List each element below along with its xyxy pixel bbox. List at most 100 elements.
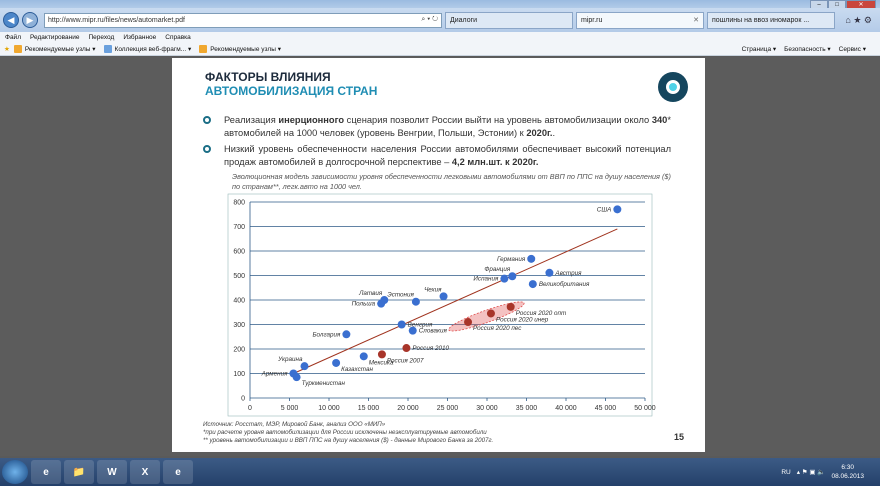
taskbar-explorer[interactable]: 📁 bbox=[64, 460, 94, 484]
x-tick-label: 15 000 bbox=[358, 405, 380, 412]
page-icon bbox=[13, 45, 22, 53]
point-label: Россия 2010 bbox=[412, 345, 449, 352]
y-tick-label: 200 bbox=[233, 347, 245, 354]
company-logo bbox=[658, 72, 688, 102]
data-point bbox=[508, 272, 517, 281]
x-tick-label: 45 000 bbox=[595, 405, 617, 412]
clock[interactable]: 6:30 08.06.2013 bbox=[831, 464, 864, 480]
point-label: Австрия bbox=[554, 270, 582, 277]
point-label: Германия bbox=[497, 256, 526, 263]
favorites-star-icon[interactable]: ★ bbox=[4, 46, 10, 53]
footnote-2: ** уровень автомобилизации и ВВП ППС на … bbox=[203, 437, 494, 444]
taskbar: e 📁 W X e RU ▴ ⚑ ▣ 🔈 6:30 08.06.2013 bbox=[0, 458, 880, 486]
point-label: Украина bbox=[277, 356, 303, 363]
taskbar-app[interactable]: e bbox=[163, 460, 193, 484]
y-tick-label: 600 bbox=[233, 249, 245, 256]
window-title-bar bbox=[0, 0, 880, 10]
point-label: Россия 2020 пес bbox=[473, 325, 522, 332]
point-label: Латвия bbox=[358, 290, 383, 297]
chart-frame bbox=[227, 193, 653, 417]
tab-label: mipr.ru bbox=[581, 16, 603, 24]
address-bar[interactable]: http://www.mipr.ru/files/news/automarket… bbox=[44, 12, 442, 28]
point-label: Венгрия bbox=[408, 322, 433, 329]
point-label: Эстония bbox=[387, 292, 414, 299]
taskbar-word[interactable]: W bbox=[97, 460, 127, 484]
tab-mipr[interactable]: mipr.ru ✕ bbox=[576, 11, 704, 29]
system-tray: RU ▴ ⚑ ▣ 🔈 6:30 08.06.2013 bbox=[781, 463, 880, 481]
taskbar-excel[interactable]: X bbox=[130, 460, 160, 484]
data-point bbox=[506, 302, 515, 311]
y-tick-label: 500 bbox=[233, 273, 245, 280]
data-point bbox=[292, 373, 301, 382]
favorite-item[interactable]: Коллекция веб-фрагм... ▾ bbox=[103, 45, 192, 53]
menu-go[interactable]: Переход bbox=[88, 34, 115, 41]
x-tick-label: 0 bbox=[248, 405, 252, 412]
data-point bbox=[486, 309, 495, 318]
favorite-item[interactable]: Рекомендуемые узлы ▾ bbox=[199, 45, 281, 53]
trend-line bbox=[293, 228, 618, 374]
x-tick-label: 20 000 bbox=[397, 405, 419, 412]
data-point bbox=[439, 292, 448, 301]
x-tick-label: 30 000 bbox=[476, 405, 498, 412]
data-point bbox=[332, 358, 341, 367]
language-indicator[interactable]: RU bbox=[781, 468, 791, 476]
y-tick-label: 300 bbox=[233, 322, 245, 329]
data-point bbox=[300, 362, 309, 371]
bullet-icon bbox=[203, 116, 211, 124]
tab-label: Диалоги bbox=[450, 16, 478, 24]
x-tick-label: 10 000 bbox=[318, 405, 340, 412]
point-label: Россия 2020 опт bbox=[516, 310, 567, 317]
point-label: Мексика bbox=[369, 359, 394, 366]
tray-icons[interactable]: ▴ ⚑ ▣ 🔈 bbox=[796, 469, 826, 476]
point-label: США bbox=[597, 206, 612, 213]
data-point bbox=[342, 330, 351, 339]
data-point bbox=[464, 318, 473, 327]
menu-help[interactable]: Справка bbox=[165, 34, 191, 41]
forward-button[interactable]: ▶ bbox=[22, 12, 38, 28]
data-point bbox=[411, 297, 420, 306]
y-tick-label: 700 bbox=[233, 224, 245, 231]
data-point bbox=[377, 350, 386, 359]
menu-bar: Файл Редактирование Переход Избранное Сп… bbox=[0, 32, 880, 43]
x-tick-label: 25 000 bbox=[437, 405, 459, 412]
navigation-bar: ◀ ▶ http://www.mipr.ru/files/news/automa… bbox=[0, 8, 880, 32]
menu-file[interactable]: Файл bbox=[5, 34, 21, 41]
footnotes: Источник: Росстат, МЭР, Мировой Банк, ан… bbox=[203, 421, 493, 445]
y-tick-label: 100 bbox=[233, 371, 245, 378]
y-tick-label: 0 bbox=[241, 396, 245, 403]
page-icon bbox=[199, 45, 208, 53]
back-button[interactable]: ◀ bbox=[3, 12, 19, 28]
tab-dialogs[interactable]: Диалоги bbox=[445, 11, 573, 29]
pdf-page bbox=[172, 58, 705, 452]
point-label: Франция bbox=[484, 266, 511, 273]
point-label: Туркменистан bbox=[302, 380, 346, 387]
start-button[interactable] bbox=[2, 460, 28, 484]
bullet-1: Реализация инерционного сценария позволи… bbox=[203, 114, 671, 140]
data-point bbox=[613, 205, 622, 214]
menu-edit[interactable]: Редактирование bbox=[29, 34, 80, 41]
home-star-gear-icons[interactable]: ⌂ ★ ⚙ bbox=[845, 14, 872, 25]
slide-subtitle: АВТОМОБИЛИЗАЦИЯ СТРАН bbox=[205, 84, 378, 98]
bullet-2: Низкий уровень обеспеченности населения … bbox=[203, 143, 671, 169]
x-tick-label: 50 000 bbox=[634, 405, 656, 412]
y-tick-label: 800 bbox=[233, 200, 245, 207]
tools-menu[interactable]: Сервис ▾ bbox=[838, 46, 866, 53]
data-point bbox=[408, 326, 417, 335]
point-label: Великобритания bbox=[539, 280, 590, 288]
page-number: 15 bbox=[674, 432, 685, 442]
menu-favorites[interactable]: Избранное bbox=[123, 34, 157, 41]
point-label: Армения bbox=[261, 371, 288, 378]
safety-menu[interactable]: Безопасность ▾ bbox=[784, 46, 831, 53]
address-tools[interactable]: ⌕ ▾ ↻ bbox=[421, 16, 438, 23]
slide-title: ФАКТОРЫ ВЛИЯНИЯ bbox=[205, 70, 331, 84]
tab-search[interactable]: пошлины на ввоз иномарок ... bbox=[707, 11, 835, 29]
y-tick-label: 400 bbox=[233, 298, 245, 305]
data-point bbox=[500, 274, 509, 283]
point-label: Испания bbox=[473, 276, 499, 283]
page-menu[interactable]: Страница ▾ bbox=[741, 46, 777, 53]
close-tab-icon[interactable]: ✕ bbox=[693, 17, 699, 24]
favorites-bar: ★ Рекомендуемые узлы ▾ Коллекция веб-фра… bbox=[0, 43, 880, 56]
taskbar-ie[interactable]: e bbox=[31, 460, 61, 484]
favorite-label: Коллекция веб-фрагм... ▾ bbox=[114, 46, 192, 53]
favorite-item[interactable]: Рекомендуемые узлы ▾ bbox=[13, 45, 96, 53]
